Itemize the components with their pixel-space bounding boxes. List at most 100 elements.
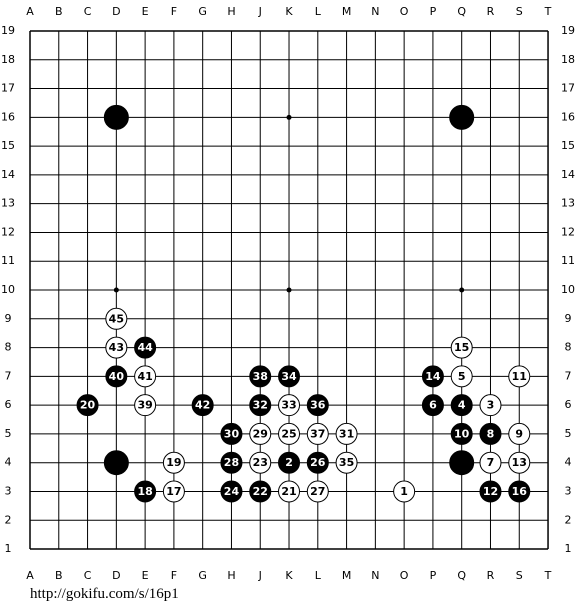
move-number: 10 (454, 427, 470, 440)
star-point (286, 114, 292, 120)
column-label: J (258, 5, 262, 18)
move-number: 44 (137, 341, 153, 354)
move-number: 34 (281, 370, 297, 383)
column-label: C (84, 569, 92, 582)
stone (249, 422, 272, 445)
column-label: R (487, 5, 495, 18)
column-label: N (371, 569, 379, 582)
move-number: 28 (224, 456, 239, 469)
stone (508, 422, 531, 445)
column-label: J (258, 569, 262, 582)
move-number: 25 (281, 427, 296, 440)
stone (450, 422, 473, 445)
row-label: 18 (1, 53, 15, 66)
move-number: 23 (253, 456, 268, 469)
move-number: 13 (512, 456, 527, 469)
column-label: A (26, 569, 34, 582)
star-point (459, 287, 465, 293)
move-number: 35 (339, 456, 354, 469)
stone (134, 336, 157, 359)
column-label: H (227, 5, 235, 18)
move-number: 31 (339, 427, 354, 440)
move-number: 41 (137, 370, 152, 383)
move-number: 39 (137, 399, 152, 412)
stone (306, 422, 329, 445)
row-label: 6 (565, 398, 572, 411)
column-label: B (55, 5, 63, 18)
column-label: L (315, 569, 322, 582)
column-label: H (227, 569, 235, 582)
stone (421, 365, 444, 388)
stone (105, 307, 128, 330)
stone (76, 394, 99, 417)
column-label: G (198, 5, 207, 18)
move-number: 43 (109, 341, 124, 354)
row-label: 11 (561, 254, 575, 267)
move-number: 18 (137, 485, 152, 498)
row-label: 4 (565, 456, 572, 469)
column-label: F (171, 5, 177, 18)
stone (450, 365, 473, 388)
move-number: 32 (253, 399, 268, 412)
source-url: http://gokifu.com/s/16p1 (30, 586, 179, 602)
move-number: 36 (310, 399, 326, 412)
row-label: 15 (1, 139, 15, 152)
star-point (286, 287, 292, 293)
row-label: 19 (561, 24, 575, 37)
move-number: 33 (281, 399, 296, 412)
move-number: 4 (458, 399, 466, 412)
move-number: 40 (109, 370, 125, 383)
stone (220, 422, 243, 445)
column-label: M (342, 5, 352, 18)
stone (421, 394, 444, 417)
stone (105, 336, 128, 359)
column-label: N (371, 5, 379, 18)
stone (249, 480, 272, 503)
stone (393, 480, 416, 503)
column-label: M (342, 569, 352, 582)
column-label: G (198, 569, 207, 582)
row-label: 19 (1, 24, 15, 37)
row-label: 1 (5, 542, 12, 555)
move-number: 2 (285, 456, 293, 469)
row-label: 7 (5, 369, 12, 382)
row-label: 7 (565, 369, 572, 382)
move-number: 45 (109, 312, 124, 325)
move-number: 5 (458, 370, 466, 383)
move-number: 6 (429, 399, 437, 412)
row-label: 16 (1, 110, 15, 123)
stone (134, 394, 157, 417)
stone (508, 365, 531, 388)
row-label: 15 (561, 139, 575, 152)
stone (450, 394, 473, 417)
row-label: 6 (5, 398, 12, 411)
stone (134, 365, 157, 388)
stone (278, 422, 301, 445)
move-number: 15 (454, 341, 469, 354)
move-number: 30 (224, 427, 240, 440)
stone (162, 480, 185, 503)
column-label: D (112, 569, 120, 582)
row-label: 17 (561, 82, 575, 95)
stone (278, 480, 301, 503)
move-number: 24 (224, 485, 240, 498)
column-label: P (430, 569, 437, 582)
column-label: T (544, 569, 552, 582)
stone (306, 394, 329, 417)
move-number: 7 (487, 456, 495, 469)
move-number: 42 (195, 399, 210, 412)
column-label: O (400, 569, 409, 582)
stone (220, 451, 243, 474)
row-label: 9 (565, 312, 572, 325)
stone (278, 365, 301, 388)
column-label: S (516, 5, 523, 18)
move-number: 16 (512, 485, 528, 498)
column-label: B (55, 569, 63, 582)
column-label: R (487, 569, 495, 582)
move-number: 8 (487, 427, 495, 440)
stone (479, 394, 502, 417)
stone (249, 394, 272, 417)
row-label: 17 (1, 82, 15, 95)
row-label: 4 (5, 456, 12, 469)
move-number: 17 (166, 485, 181, 498)
